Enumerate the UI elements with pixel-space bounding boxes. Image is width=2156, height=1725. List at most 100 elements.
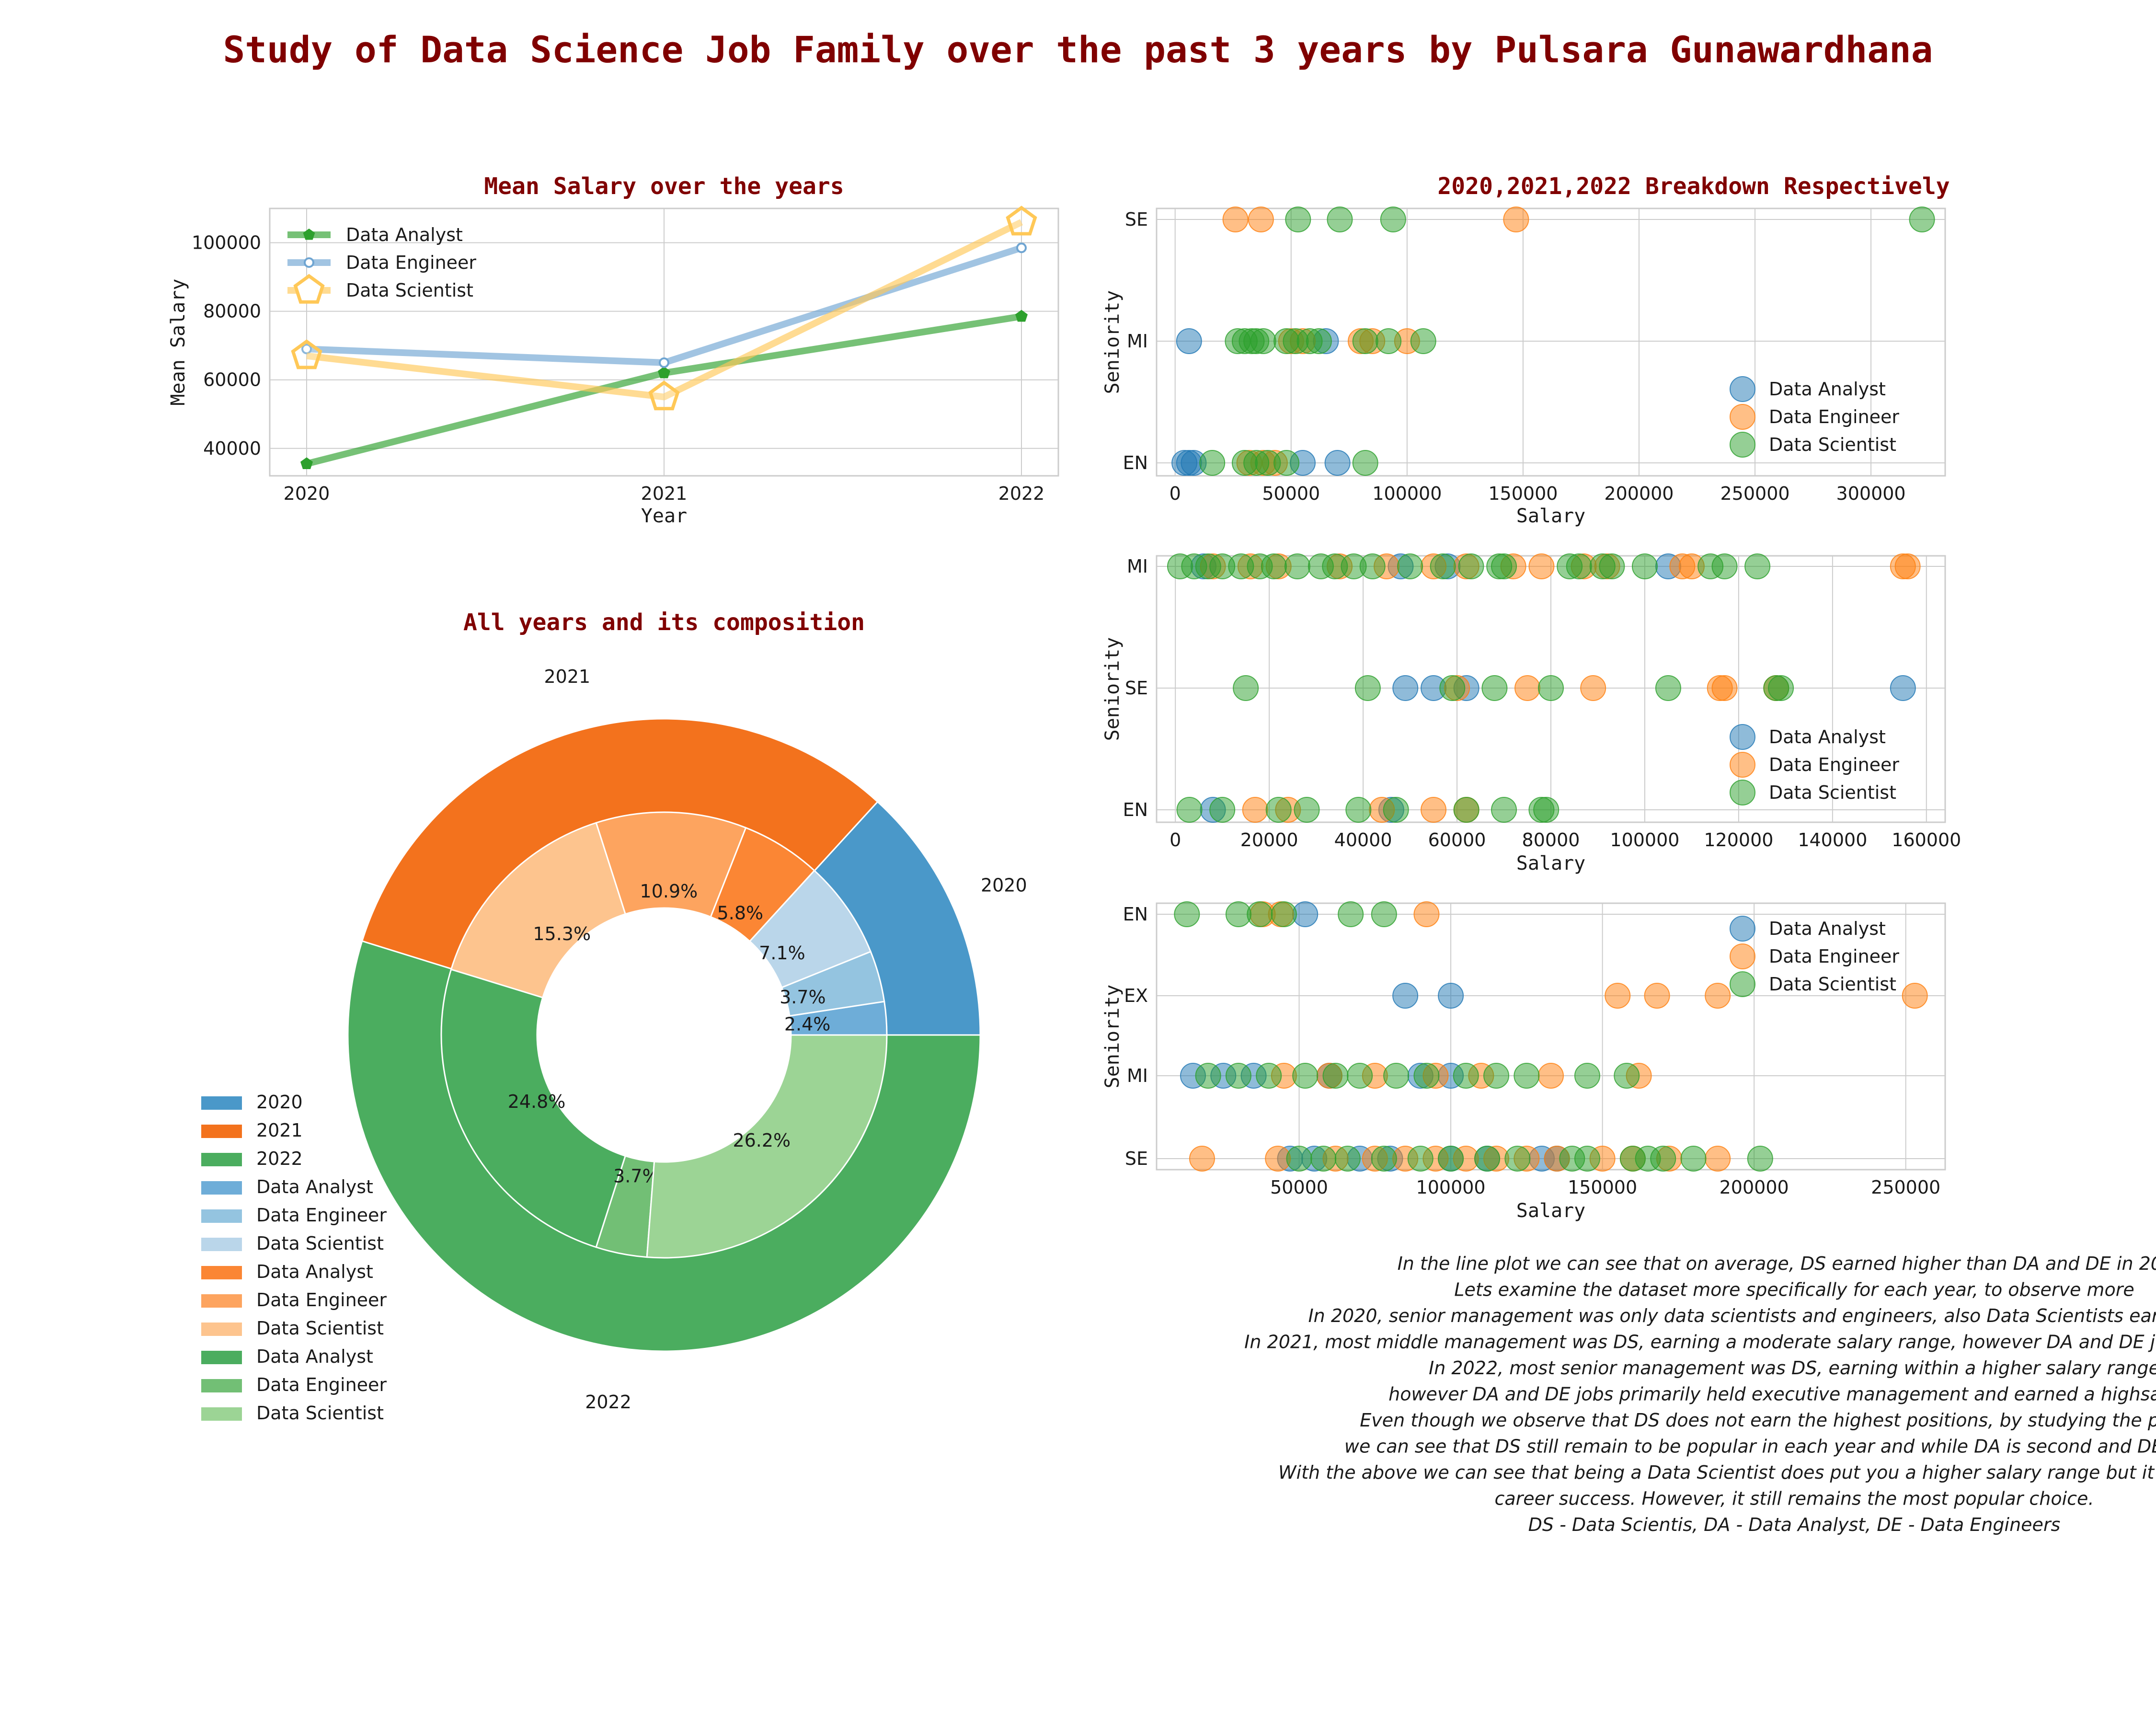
scatter-xtick: 150000 <box>1488 483 1558 504</box>
scatter-point-data-scientist <box>1413 1063 1440 1089</box>
scatter-xtick: 160000 <box>1892 829 1961 851</box>
pie-outer-label: 2020 <box>981 875 1027 896</box>
scatter-point-data-analyst <box>1176 328 1202 354</box>
scatter-point-data-scientist <box>1768 675 1794 701</box>
scatter-point-data-scientist <box>1614 1063 1640 1089</box>
legend-label: Data Engineer <box>1769 754 1899 775</box>
line-chart-ytick: 100000 <box>192 232 261 253</box>
scatter-point-data-scientist <box>1453 797 1479 823</box>
line-chart-legend: Data Analyst Data Engineer Data Scientist <box>287 224 476 304</box>
line-chart-ylabel: Mean Salary <box>167 279 189 406</box>
legend-marker <box>303 229 315 240</box>
pie-legend-swatch <box>201 1096 242 1110</box>
scatter-point-data-engineer <box>1894 553 1921 579</box>
pie-chart: All years and its composition 2020202120… <box>201 609 1027 1424</box>
pie-inner-pct-label: 2.4% <box>784 1013 831 1035</box>
scatter-point-data-scientist <box>1383 797 1409 823</box>
legend-label: Data Analyst <box>1769 918 1886 939</box>
line-series-data-scientist <box>306 219 1023 401</box>
line-point <box>301 344 312 355</box>
scatter-point-data-engineer <box>1248 207 1274 232</box>
pie-chart-title: All years and its composition <box>463 609 865 636</box>
scatter-2022-legend: Data Analyst Data Engineer Data Scientist <box>1730 916 1899 997</box>
scatter-2022-gridlines <box>1157 903 1945 1170</box>
line-point <box>658 366 670 379</box>
scatter-point-data-scientist <box>1439 675 1466 701</box>
scatter-point-data-scientist <box>1352 328 1378 354</box>
legend-marker <box>304 257 314 268</box>
pie-legend-swatch <box>201 1209 242 1223</box>
note-line: In 2021, most middle management was DS, … <box>1244 1332 2156 1353</box>
legend-label: Data Engineer <box>1769 946 1899 967</box>
line-chart-ytick: 80000 <box>203 301 261 322</box>
note-line: Even though we observe that DS does not … <box>1360 1410 2156 1431</box>
legend-label: Data Engineer <box>346 252 476 273</box>
scatter-chart-2022: 50000 100000 150000 200000 250000 SE MI EX EN Sa… <box>1101 901 1946 1222</box>
scatter-point-data-analyst <box>1392 675 1419 701</box>
note-line: DS - Data Scientis, DA - Data Analyst, D… <box>1528 1514 2061 1535</box>
line-chart-xtick: 2022 <box>998 483 1045 504</box>
scatter-xtick: 200000 <box>1720 1177 1789 1198</box>
scatter-charts-title: 2020,2021,2022 Breakdown Respectively <box>1437 173 1950 200</box>
pie-legend-swatch <box>201 1181 242 1195</box>
pie-inner-pct-label: 24.8% <box>508 1091 566 1112</box>
line-chart-marks <box>291 206 1037 469</box>
pie-legend-label: Data Engineer <box>256 1289 387 1311</box>
scatter-point-data-engineer <box>1644 983 1670 1009</box>
scatter-point-data-scientist <box>1261 553 1287 579</box>
scatter-point-data-engineer <box>1538 1063 1564 1089</box>
scatter-xtick: 140000 <box>1798 829 1867 851</box>
pie-legend-swatch <box>201 1351 242 1364</box>
scatter-point-data-scientist <box>1256 1063 1282 1089</box>
pie-legend-label: 2020 <box>256 1092 303 1113</box>
scatter-point-data-scientist <box>1538 675 1564 701</box>
legend-marker <box>1730 943 1755 969</box>
scatter-point-data-scientist <box>1209 797 1236 823</box>
scatter-point-data-scientist <box>1310 1146 1337 1172</box>
scatter-xtick: 80000 <box>1522 829 1580 851</box>
scatter-point-data-engineer <box>1605 983 1631 1009</box>
legend-label: Data Analyst <box>1769 726 1886 748</box>
legend-marker <box>1730 376 1755 402</box>
pie-chart-legend: 2020 2021 2022 Data Analyst Data Engineer Dat… <box>201 1092 387 1424</box>
scatter-point-data-scientist <box>1491 553 1517 579</box>
legend-marker <box>1730 752 1755 778</box>
scatter-point-data-scientist <box>1410 328 1436 354</box>
scatter-2022-marks <box>1174 901 1928 1172</box>
pie-inner-pct-label: 7.1% <box>759 943 805 964</box>
pie-inner-pct-label: 5.8% <box>717 903 764 924</box>
pie-legend-label: Data Engineer <box>256 1374 387 1395</box>
scatter-xtick: 250000 <box>1720 483 1789 504</box>
scatter-point-data-scientist <box>1327 207 1353 232</box>
scatter-point-data-scientist <box>1371 901 1397 927</box>
scatter-xtick: 50000 <box>1262 483 1320 504</box>
legend-label: Data Scientist <box>1769 782 1896 803</box>
scatter-point-data-analyst <box>1890 675 1916 701</box>
scatter-point-data-scientist <box>1271 901 1297 927</box>
pie-inner-pct-label: 15.3% <box>533 923 591 944</box>
scatter-2020-marks <box>1171 207 1935 476</box>
line-point <box>1016 242 1027 253</box>
pie-legend-swatch <box>201 1379 242 1392</box>
scatter-2020-ylabel: Seniority <box>1101 290 1124 394</box>
line-point <box>1015 310 1028 322</box>
scatter-ytick: MI <box>1127 1065 1148 1086</box>
scatter-ytick: MI <box>1127 556 1148 577</box>
scatter-point-data-engineer <box>1242 797 1268 823</box>
line-chart-xlabel: Year <box>641 505 687 527</box>
pie-inner-wedge <box>440 968 627 1248</box>
scatter-point-data-analyst <box>1392 983 1419 1009</box>
scatter-xtick: 0 <box>1170 483 1181 504</box>
note-line: With the above we can see that being a D… <box>1278 1462 2156 1483</box>
scatter-point-data-scientist <box>1504 1146 1531 1172</box>
scatter-xtick: 0 <box>1170 829 1181 851</box>
scatter-xtick: 100000 <box>1416 1177 1486 1198</box>
legend-marker <box>1730 724 1755 750</box>
pie-chart-wedges: 2020 2021 2022 2.4% 3.7% 7.1% 5.8% 10.9% 15.3% 24… <box>347 666 1027 1413</box>
scatter-2021-ylabel: Seniority <box>1101 637 1124 741</box>
scatter-point-data-scientist <box>1744 553 1771 579</box>
note-line: we can see that DS still remain to be po… <box>1344 1436 2156 1457</box>
pie-inner-wedge <box>450 822 627 999</box>
scatter-point-data-scientist <box>1284 553 1310 579</box>
scatter-xtick: 250000 <box>1871 1177 1940 1198</box>
